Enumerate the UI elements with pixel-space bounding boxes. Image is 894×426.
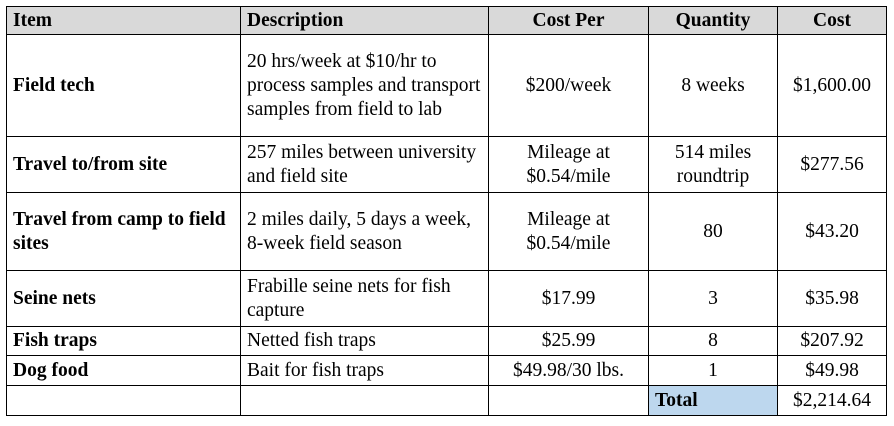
total-value: $2,214.64 (777, 385, 887, 416)
header-row: Item Description Cost Per Quantity Cost (6, 6, 887, 35)
row-item: Field tech (6, 34, 241, 137)
row-cost: $207.92 (777, 326, 887, 356)
row-cost: $1,600.00 (777, 34, 887, 137)
row-quantity: 8 (648, 326, 778, 356)
table-row: Travel from camp to field sites 2 miles … (6, 192, 887, 271)
row-description: Netted fish traps (240, 326, 489, 356)
row-cost: $43.20 (777, 192, 887, 271)
table-row: Fish traps Netted fish traps $25.99 8 $2… (6, 326, 887, 356)
table-row: Field tech 20 hrs/week at $10/hr to proc… (6, 34, 887, 137)
table-row: Travel to/from site 257 miles between un… (6, 136, 887, 193)
row-cost-per: $17.99 (488, 270, 649, 327)
row-cost-per: $49.98/30 lbs. (488, 355, 649, 386)
row-quantity: 1 (648, 355, 778, 386)
row-item: Dog food (6, 355, 241, 386)
row-cost-per: $25.99 (488, 326, 649, 356)
table-row: Dog food Bait for fish traps $49.98/30 l… (6, 355, 887, 386)
row-description: 257 miles between university and field s… (240, 136, 489, 193)
row-description: Frabille seine nets for fish capture (240, 270, 489, 327)
row-cost: $35.98 (777, 270, 887, 327)
table-row: Seine nets Frabille seine nets for fish … (6, 270, 887, 327)
row-item: Fish traps (6, 326, 241, 356)
row-item: Travel to/from site (6, 136, 241, 193)
row-cost-per: Mileage at $0.54/mile (488, 192, 649, 271)
blank-cell (6, 385, 241, 416)
row-item: Travel from camp to field sites (6, 192, 241, 271)
row-quantity: 514 miles roundtrip (648, 136, 778, 193)
total-row: Total $2,214.64 (6, 385, 887, 416)
header-cost: Cost (777, 6, 887, 35)
row-description: 20 hrs/week at $10/hr to process samples… (240, 34, 489, 137)
total-label: Total (648, 385, 778, 416)
row-item: Seine nets (6, 270, 241, 327)
budget-table: Item Description Cost Per Quantity Cost … (6, 6, 887, 416)
row-cost-per: $200/week (488, 34, 649, 137)
row-quantity: 3 (648, 270, 778, 327)
row-cost: $277.56 (777, 136, 887, 193)
row-cost-per: Mileage at $0.54/mile (488, 136, 649, 193)
blank-cell (488, 385, 649, 416)
row-description: 2 miles daily, 5 days a week, 8-week fie… (240, 192, 489, 271)
blank-cell (240, 385, 489, 416)
header-item: Item (6, 6, 241, 35)
row-quantity: 80 (648, 192, 778, 271)
header-quantity: Quantity (648, 6, 778, 35)
row-quantity: 8 weeks (648, 34, 778, 137)
header-description: Description (240, 6, 489, 35)
row-cost: $49.98 (777, 355, 887, 386)
row-description: Bait for fish traps (240, 355, 489, 386)
header-cost-per: Cost Per (488, 6, 649, 35)
